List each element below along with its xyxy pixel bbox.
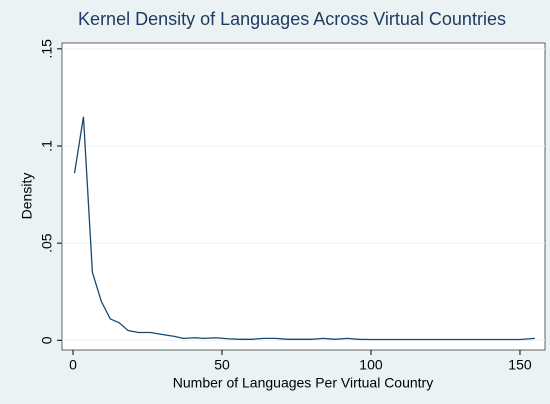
density-line [73,116,535,341]
plot-area [61,42,546,351]
x-tick-label: 50 [214,357,230,373]
x-tick-label: 150 [508,357,532,373]
x-tick-label: 100 [359,357,383,373]
x-axis-label: Number of Languages Per Virtual Country [173,375,433,391]
y-tick-label: .15 [39,39,55,59]
y-axis-label: Density [19,173,35,220]
y-tick-label: .1 [39,140,55,152]
y-tick-label: 0 [39,336,55,344]
x-tick-label: 0 [69,357,77,373]
chart-title: Kernel Density of Languages Across Virtu… [78,9,506,29]
y-tick-label: .05 [39,233,55,253]
